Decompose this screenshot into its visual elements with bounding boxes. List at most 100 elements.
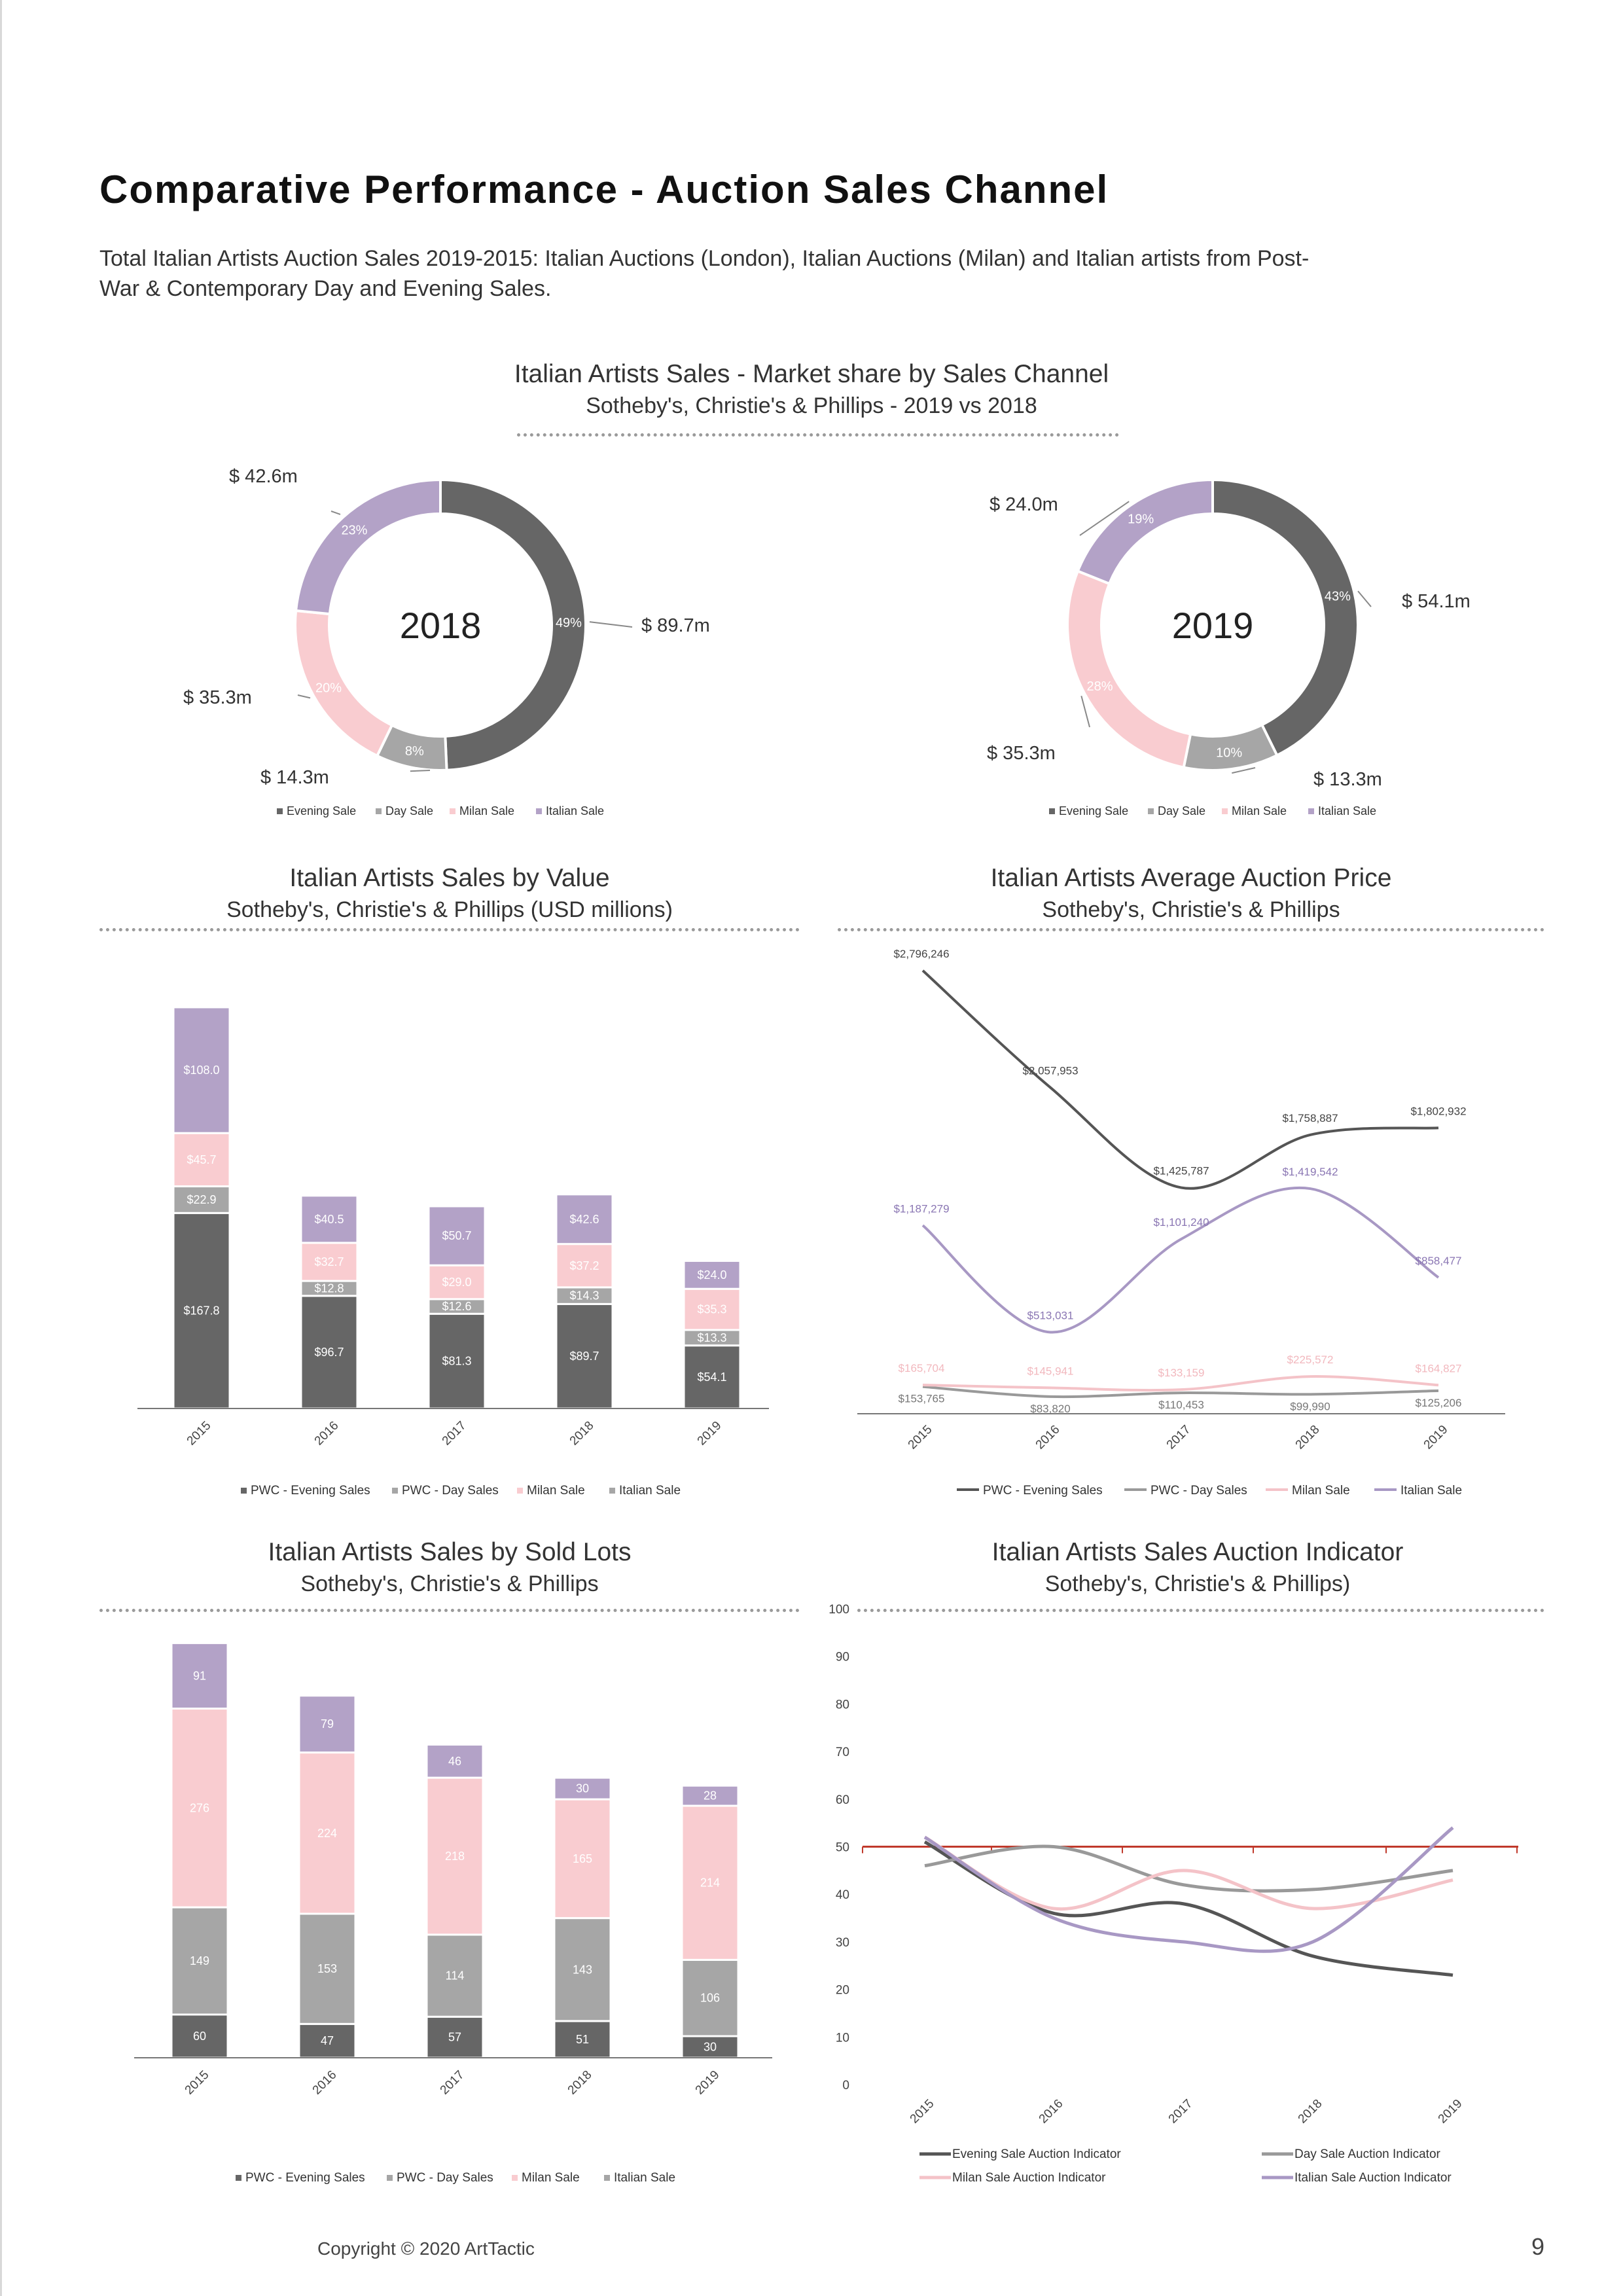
price-data-label: $1,101,240 (1153, 1216, 1209, 1229)
value-bar-2016-italian-sale (300, 1194, 359, 1244)
donut-2018-center-year: 2018 (400, 605, 482, 646)
donut-2019-legend-swatch (1308, 808, 1314, 814)
price-x-tick-label: 2016 (1033, 1423, 1063, 1452)
donut-2018-slice-percent: 20% (315, 681, 342, 696)
value-bar-data-label: $42.6 (569, 1213, 599, 1226)
lots-bar-data-label: 214 (700, 1876, 720, 1890)
value-bar-data-label: $108.0 (183, 1064, 219, 1077)
lots-bar-2017-pwc-day-sales (425, 1933, 484, 2018)
donut-2019-slice-value-label: $ 13.3m (1313, 769, 1382, 790)
value-x-tick-label: 2017 (440, 1419, 469, 1448)
lots-bar-2019-italian-sale (681, 1784, 740, 1807)
indicator-y-tick-label: 60 (836, 1793, 849, 1807)
price-data-label: $225,572 (1287, 1354, 1334, 1366)
lots-legend-label: PWC - Day Sales (397, 2171, 493, 2185)
lots-bar-2015-pwc-day-sales (170, 1906, 229, 2016)
lots-x-tick-label: 2019 (693, 2068, 722, 2098)
donut-2019-legend-label: Evening Sale (1059, 804, 1128, 817)
value-bar-data-label: $14.3 (569, 1289, 599, 1302)
value-bar-data-label: $81.3 (442, 1355, 471, 1368)
donut-title-text: Italian Artists Sales - Market share by … (514, 360, 1109, 388)
lots-legend-label: Italian Sale (614, 2171, 675, 2185)
price-data-label: $1,419,542 (1282, 1166, 1338, 1178)
donut-2019-leader-line (1232, 767, 1256, 774)
lots-bar-data-label: 106 (700, 1992, 720, 2005)
value-bar-2015-milan-sale (172, 1132, 231, 1188)
indicator-x-tick-label: 2015 (908, 2097, 937, 2126)
indicator-lines: 0 10 20 30 40 50 60 70 80 90 100 2015 2016 2017 2018 20… (829, 1603, 1518, 2185)
lots-bars: 60 149 276 91 2015 47 153 224 79 2016 57 114 218 46 20… (134, 1641, 772, 2185)
value-x-tick-label: 2019 (695, 1419, 724, 1448)
lots-bar-2015-milan-sale (170, 1708, 229, 1909)
price-chart-title: Italian Artists Average Auction Price So… (838, 863, 1544, 925)
value-legend-label: PWC - Day Sales (402, 1484, 499, 1498)
value-bar-data-label: $40.5 (314, 1213, 344, 1226)
lots-x-tick-label: 2015 (183, 2068, 212, 2098)
price-data-label: $133,159 (1158, 1367, 1205, 1379)
lots-bar-data-label: 60 (193, 2030, 206, 2043)
price-data-label: $83,820 (1030, 1403, 1070, 1415)
value-legend-swatch (392, 1488, 398, 1494)
lots-x-tick-label: 2017 (438, 2068, 467, 2098)
donut-2018-slice-value-label: $ 42.6m (229, 466, 298, 487)
lots-legend-swatch (236, 2175, 241, 2181)
indicator-x-tick-label: 2018 (1296, 2097, 1325, 2126)
donut-2019-legend-label: Italian Sale (1318, 804, 1376, 817)
lots-subtitle-text: Sotheby's, Christie's & Phillips (300, 1571, 599, 1596)
price-data-label: $1,802,932 (1410, 1105, 1466, 1117)
lots-bar-data-label: 46 (448, 1755, 461, 1768)
lots-bar-data-label: 79 (321, 1717, 334, 1731)
indicator-legend-label: Italian Sale Auction Indicator (1294, 2171, 1452, 2185)
donut-2018-leader-line (297, 694, 311, 699)
value-legend-swatch (241, 1488, 247, 1494)
donut-chart-title: Italian Artists Sales - Market share by … (419, 359, 1204, 422)
donut-2019-leader-line (1080, 695, 1090, 728)
price-subtitle-text: Sotheby's, Christie's & Phillips (1042, 897, 1340, 922)
indicator-legend-label: Milan Sale Auction Indicator (952, 2171, 1106, 2185)
indicator-y-tick-label: 0 (842, 2079, 849, 2092)
lots-bar-2018-pwc-evening-sales (553, 2020, 612, 2059)
value-bar-2018-pwc-day-sales (555, 1286, 614, 1305)
donut-2019-slice-percent: 28% (1086, 679, 1113, 694)
value-legend-label: PWC - Evening Sales (251, 1484, 370, 1498)
indicator-legend-label: Day Sale Auction Indicator (1294, 2147, 1441, 2161)
lots-x-tick-label: 2016 (310, 2068, 340, 2098)
price-line-milan-sale (922, 1375, 1439, 1392)
indicator-line-milan-sale-auction-indicator (923, 1835, 1454, 1911)
lots-legend-swatch (512, 2175, 518, 2181)
donut-2018-slice-percent: 49% (556, 616, 582, 630)
lots-bar-2017-milan-sale (425, 1776, 484, 1936)
donut-2018-legend-swatch (376, 808, 382, 814)
lots-bar-data-label: 143 (573, 1963, 592, 1976)
price-lines: $153,765 $83,820 $110,453 $99,990 $125,206 $1… (857, 948, 1505, 1498)
price-line-pwc-day-sales (922, 1385, 1439, 1399)
price-data-label: $1,758,887 (1282, 1112, 1338, 1124)
lots-title-divider (99, 1609, 800, 1612)
indicator-chart-title: Italian Artists Sales Auction Indicator … (851, 1537, 1544, 1600)
value-legend-label: Italian Sale (619, 1484, 681, 1498)
donut-2018-legend-label: Italian Sale (546, 804, 604, 817)
indicator-y-tick-label: 10 (836, 2031, 849, 2045)
value-bars: $167.8 $22.9 $45.7 $108.0 2015 $96.7 $12.8 $32.… (137, 1006, 769, 1498)
lots-legend-swatch (387, 2175, 393, 2181)
value-bar-2015-pwc-day-sales (172, 1185, 231, 1214)
page-subtitle: Total Italian Artists Auction Sales 2019… (99, 246, 1310, 301)
donut-2019-slice-percent: 10% (1216, 745, 1242, 760)
lots-bar-data-label: 224 (317, 1827, 337, 1840)
donut-title-divider (517, 433, 1119, 437)
donut-2019-slice-value-label: $ 35.3m (987, 743, 1056, 764)
value-bar-data-label: $45.7 (187, 1153, 216, 1166)
price-x-tick-label: 2015 (906, 1423, 935, 1452)
donut-2019-slice-milan-sale (1066, 569, 1192, 769)
price-data-label: $2,057,953 (1022, 1065, 1078, 1077)
donut-2019-center-year: 2019 (1172, 605, 1254, 646)
value-bar-data-label: $35.3 (697, 1303, 726, 1316)
lots-title-text: Italian Artists Sales by Sold Lots (268, 1538, 632, 1566)
donut-2018-slice-value-label: $ 14.3m (260, 767, 329, 788)
value-bar-data-label: $24.0 (697, 1268, 726, 1282)
donut-2018-slice-value-label: $ 35.3m (183, 687, 252, 708)
lots-bar-2018-milan-sale (553, 1798, 612, 1920)
value-title-divider (99, 928, 800, 931)
lots-chart-title: Italian Artists Sales by Sold Lots Sothe… (99, 1537, 800, 1600)
donut-2019-slice-percent: 43% (1325, 589, 1351, 603)
